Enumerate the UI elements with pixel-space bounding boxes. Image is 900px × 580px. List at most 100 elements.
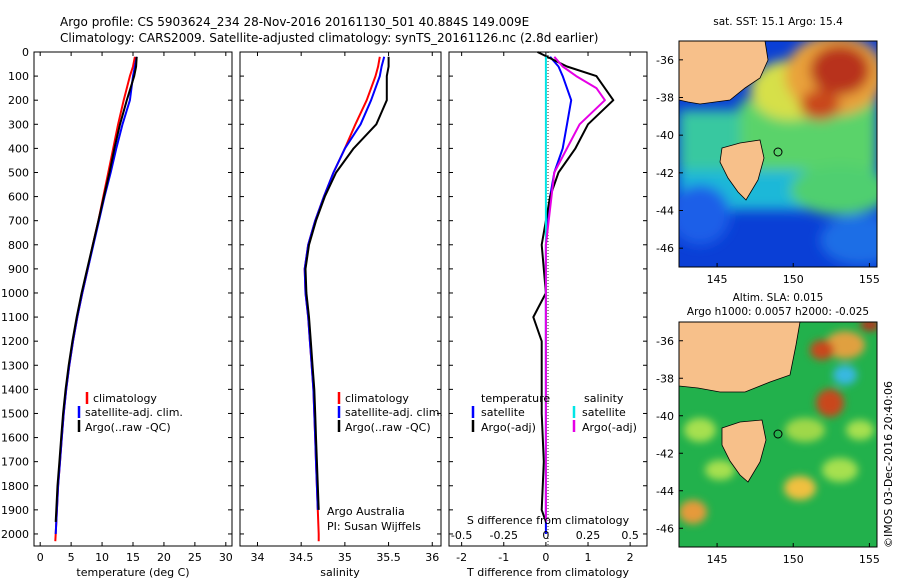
sla-map-frame <box>678 321 878 548</box>
sst-map-title: sat. SST: 15.1 Argo: 15.4 <box>713 16 843 28</box>
map-y-tick-label: -40 <box>656 410 674 423</box>
difference-x-ticks: -2 -1 0 1 2 <box>456 52 634 564</box>
series-line-argo-raw-qc- <box>304 56 390 510</box>
t-difference-label: T difference from climatology <box>466 566 629 579</box>
sla-tasmania-land <box>721 419 767 483</box>
sla-y-ticks: -36 -38 -40 -42 -44 -46 <box>656 335 683 535</box>
x-tick-label: 25 <box>188 551 202 564</box>
map-y-tick-label: -42 <box>656 167 674 180</box>
x-tick-label: 30 <box>219 551 233 564</box>
series-line-satellite-adj-clim- <box>54 56 138 535</box>
x-tick-label: 34 <box>250 551 264 564</box>
sst-mainland-land <box>679 41 769 105</box>
legend-label-t-argo: Argo(-adj) <box>481 421 536 434</box>
map-x-tick-label: 150 <box>783 273 804 286</box>
sst-heatmap <box>679 41 877 267</box>
map-x-tick-label: 155 <box>859 553 880 566</box>
y-tick-label: 1300 <box>1 359 29 372</box>
legend-label-satellite: satellite-adj. clim. <box>345 406 443 419</box>
sst-y-ticks: -36 -38 -40 -42 -44 -46 <box>656 54 683 255</box>
sla-x-ticks: 145 150 155 <box>707 543 880 566</box>
x-tick-label: 10 <box>95 551 109 564</box>
series-line-climatology <box>54 56 136 542</box>
x-tick-label: 5 <box>68 551 75 564</box>
temperature-x-ticks: 0 5 10 15 20 25 30 <box>37 52 233 564</box>
sla-heatmap <box>679 322 877 547</box>
salinity-x-label: salinity <box>320 566 360 579</box>
x-tick-label: 35 <box>338 551 352 564</box>
sla-mainland-land <box>679 322 801 393</box>
s-tick-label: 0 <box>542 529 549 542</box>
y-tick-label: 100 <box>8 70 29 83</box>
annotation-pi: PI: Susan Wijffels <box>327 520 421 533</box>
y-tick-label: 1100 <box>1 311 29 324</box>
map-y-tick-label: -40 <box>656 129 674 142</box>
annotation-argo-australia: Argo Australia <box>327 505 405 518</box>
y-tick-label: 800 <box>8 239 29 252</box>
map-x-tick-label: 155 <box>859 273 880 286</box>
map-y-tick-label: -42 <box>656 447 674 460</box>
s-difference-label: S difference from climatology <box>467 514 630 527</box>
series-line-argo-raw-qc- <box>54 56 138 522</box>
y-tick-label: 700 <box>8 215 29 228</box>
series-line-s-argo-adj- <box>544 56 606 522</box>
header-line-2: Climatology: CARS2009. Satellite-adjuste… <box>60 31 598 45</box>
series-line-t-satellite <box>544 56 573 534</box>
temperature-y-ticks: 0 100 200 300 400 500 600 700 800 900 1000 1100 1200… <box>1 46 232 541</box>
sla-profile-marker <box>773 429 783 439</box>
sla-map-subtitle: Argo h1000: 0.0057 h2000: -0.025 <box>687 306 869 318</box>
sst-x-ticks: 145 150 155 <box>707 263 880 286</box>
map-y-tick-label: -38 <box>656 92 674 105</box>
sst-map-panel: sat. SST: 15.1 Argo: 15.4 -36 -38 -40 -42 -4… <box>656 16 880 286</box>
legend-label-s-satellite: satellite <box>582 406 626 419</box>
y-tick-label: 1200 <box>1 335 29 348</box>
legend-label-s-argo: Argo(-adj) <box>582 421 637 434</box>
x-tick-label: -1 <box>498 551 509 564</box>
y-tick-label: 2000 <box>1 528 29 541</box>
map-y-tick-label: -36 <box>656 54 674 67</box>
salinity-profile-lines <box>303 56 390 542</box>
map-y-tick-label: -38 <box>656 372 674 385</box>
x-tick-label: 35.5 <box>376 551 401 564</box>
difference-y-ticks <box>449 51 647 535</box>
y-tick-label: 900 <box>8 263 29 276</box>
x-tick-label: 0 <box>542 551 549 564</box>
x-tick-label: 34.5 <box>289 551 314 564</box>
legend-label-climatology: climatology <box>345 392 409 405</box>
y-tick-label: 400 <box>8 142 29 155</box>
temperature-profile-lines <box>54 56 138 542</box>
temperature-x-label: temperature (deg C) <box>76 566 189 579</box>
difference-profile-lines <box>532 51 615 534</box>
header-line-1: Argo profile: CS 5903624_234 28-Nov-2016… <box>60 15 529 29</box>
x-tick-label: -2 <box>456 551 467 564</box>
s-tick-label: -0.5 <box>451 529 472 542</box>
salinity-x-ticks: 34 34.5 35 35.5 36 <box>250 52 439 564</box>
map-y-tick-label: -44 <box>656 205 674 218</box>
legend-title-temperature: temperature <box>481 392 550 405</box>
x-tick-label: 20 <box>157 551 171 564</box>
s-tick-label: 0.5 <box>621 529 639 542</box>
map-x-tick-label: 145 <box>707 553 728 566</box>
x-tick-label: 1 <box>585 551 592 564</box>
y-tick-label: 200 <box>8 94 29 107</box>
y-tick-label: 1900 <box>1 504 29 517</box>
legend-label-argo: Argo(..raw -QC) <box>345 421 431 434</box>
y-tick-label: 1700 <box>1 456 29 469</box>
temperature-panel: 0100200300400500600700800900100011001200… <box>1 46 233 579</box>
y-tick-label: 0 <box>22 46 29 59</box>
difference-legend: temperature satellite Argo(-adj) salinit… <box>471 392 637 434</box>
x-tick-label: 36 <box>425 551 439 564</box>
sla-map-title: Altim. SLA: 0.015 <box>733 292 824 304</box>
y-tick-label: 1600 <box>1 432 29 445</box>
map-x-tick-label: 150 <box>783 553 804 566</box>
salinity-legend: climatology satellite-adj. clim. Argo(..… <box>337 392 443 434</box>
y-tick-label: 600 <box>8 191 29 204</box>
salinity-axes-frame <box>239 51 442 547</box>
legend-label-satellite: satellite-adj. clim. <box>85 406 183 419</box>
sst-profile-marker <box>773 147 783 157</box>
map-y-tick-label: -36 <box>656 335 674 348</box>
x-tick-label: 15 <box>126 551 140 564</box>
x-tick-label: 0 <box>37 551 44 564</box>
salinity-panel: 34 34.5 35 35.5 36 salinity climatology sate… <box>239 51 443 579</box>
y-tick-label: 1400 <box>1 383 29 396</box>
